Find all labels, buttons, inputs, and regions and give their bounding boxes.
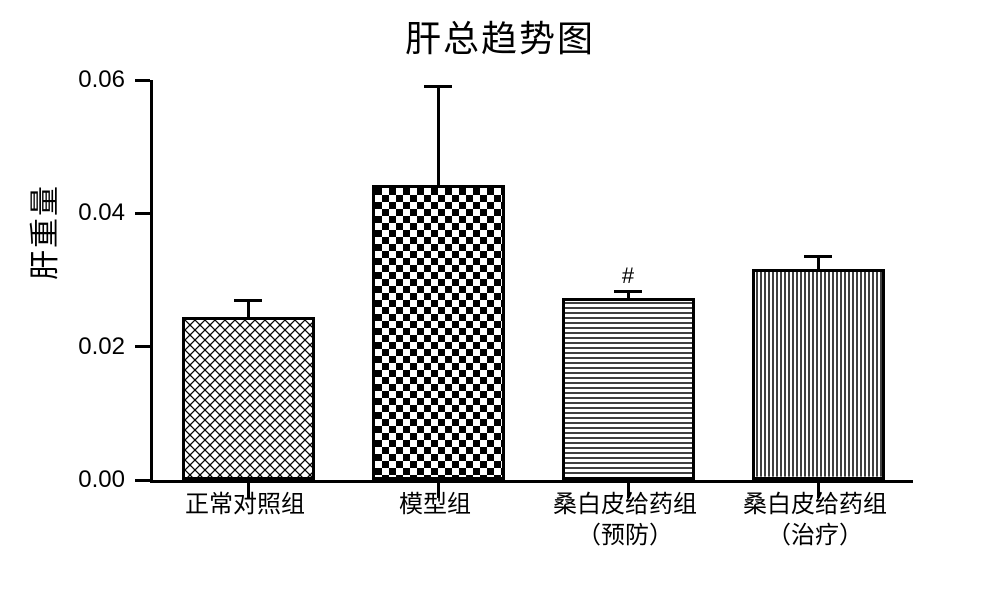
error-bar: [817, 256, 820, 269]
error-cap: [614, 290, 642, 293]
chart-container: 肝总趋势图 肝重量: [0, 0, 1000, 598]
x-tick-label: 桑白皮给药组 （治疗）: [720, 490, 910, 552]
y-tick-label: 0.00: [0, 466, 125, 494]
y-tick: [135, 479, 150, 482]
bar: [372, 185, 505, 480]
y-tick-label: 0.06: [0, 66, 125, 94]
error-bar: [247, 300, 250, 317]
bar-fill: [565, 301, 692, 477]
x-tick-label: 正常对照组: [150, 490, 340, 521]
bar: [562, 298, 695, 480]
error-cap: [424, 85, 452, 88]
error-bar: [437, 87, 440, 185]
y-tick-label: 0.04: [0, 199, 125, 227]
bar-fill: [375, 188, 502, 477]
x-tick-label: 模型组: [340, 490, 530, 521]
bar: [752, 269, 885, 480]
x-tick-label: 桑白皮给药组 （预防）: [530, 490, 720, 552]
y-tick: [135, 212, 150, 215]
y-tick: [135, 345, 150, 348]
bar-fill: [755, 272, 882, 477]
error-cap: [804, 255, 832, 258]
bar: [182, 317, 315, 480]
bar-fill: [185, 320, 312, 477]
y-tick: [135, 79, 150, 82]
y-tick-label: 0.02: [0, 333, 125, 361]
significance-marker: #: [608, 263, 648, 289]
plot-area: #: [150, 80, 913, 483]
error-cap: [234, 299, 262, 302]
chart-title: 肝总趋势图: [0, 10, 1000, 62]
